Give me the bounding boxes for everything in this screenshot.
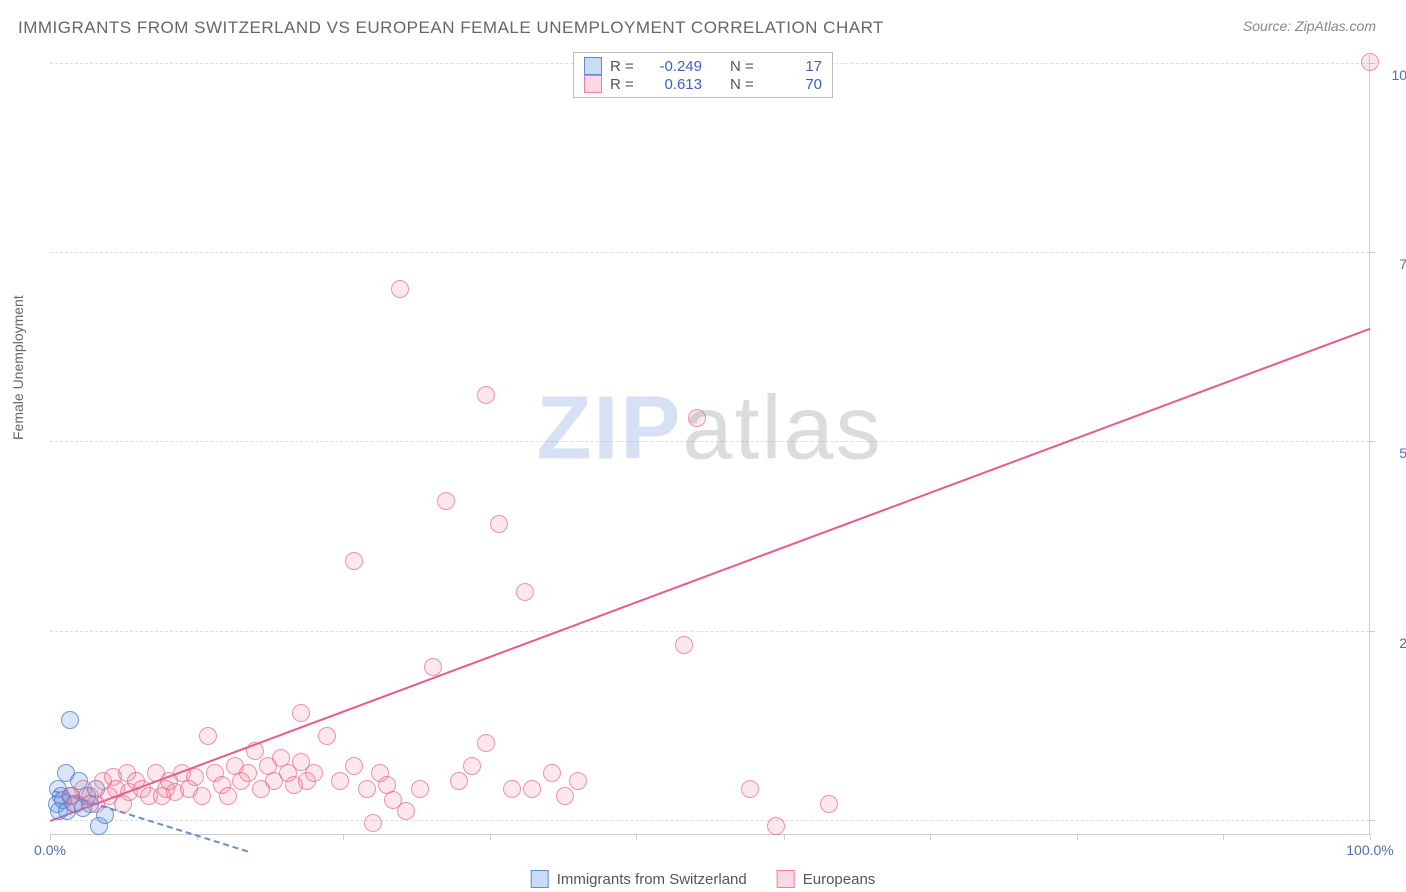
- data-point: [569, 772, 587, 790]
- watermark-logo: ZIPatlas: [536, 377, 882, 480]
- r-value-pink: 0.613: [646, 76, 702, 93]
- data-point: [556, 787, 574, 805]
- data-point: [411, 780, 429, 798]
- data-point: [688, 409, 706, 427]
- x-tick-label: 0.0%: [34, 842, 66, 858]
- data-point: [292, 704, 310, 722]
- x-tick: [1077, 834, 1078, 840]
- data-point: [523, 780, 541, 798]
- r-label: R =: [610, 58, 638, 75]
- x-tick: [784, 834, 785, 840]
- legend-swatch-blue: [584, 57, 602, 75]
- data-point: [305, 764, 323, 782]
- plot-area: ZIPatlas 25.0%50.0%75.0%100.0%0.0%100.0%: [50, 55, 1370, 835]
- data-point: [477, 386, 495, 404]
- data-point: [364, 814, 382, 832]
- x-tick: [1223, 834, 1224, 840]
- x-tick: [636, 834, 637, 840]
- data-point: [358, 780, 376, 798]
- grid-line: [50, 441, 1369, 442]
- y-tick: [1369, 631, 1375, 632]
- data-point: [490, 515, 508, 533]
- legend-item-blue: Immigrants from Switzerland: [531, 870, 747, 888]
- n-value-pink: 70: [766, 76, 822, 93]
- n-label: N =: [730, 58, 758, 75]
- data-point: [331, 772, 349, 790]
- data-point: [767, 817, 785, 835]
- x-tick: [50, 834, 51, 840]
- y-tick-label: 75.0%: [1379, 256, 1406, 272]
- x-tick-label: 100.0%: [1346, 842, 1393, 858]
- data-point: [437, 492, 455, 510]
- legend-stats-row-pink: R = 0.613 N = 70: [584, 75, 822, 93]
- legend-series-box: Immigrants from Switzerland Europeans: [531, 870, 876, 888]
- legend-label-pink: Europeans: [803, 871, 876, 888]
- data-point: [543, 764, 561, 782]
- data-point: [345, 552, 363, 570]
- legend-stats-row-blue: R = -0.249 N = 17: [584, 57, 822, 75]
- data-point: [239, 764, 257, 782]
- y-tick-label: 100.0%: [1379, 67, 1406, 83]
- y-axis-label: Female Unemployment: [10, 295, 26, 440]
- data-point: [741, 780, 759, 798]
- data-point: [193, 787, 211, 805]
- data-point: [424, 658, 442, 676]
- data-point: [345, 757, 363, 775]
- data-point: [391, 280, 409, 298]
- data-point: [675, 636, 693, 654]
- data-point: [463, 757, 481, 775]
- data-point: [61, 711, 79, 729]
- data-point: [186, 768, 204, 786]
- y-tick: [1369, 252, 1375, 253]
- x-tick: [930, 834, 931, 840]
- legend-item-pink: Europeans: [777, 870, 876, 888]
- n-value-blue: 17: [766, 58, 822, 75]
- data-point: [820, 795, 838, 813]
- source-attribution: Source: ZipAtlas.com: [1243, 18, 1376, 34]
- data-point: [516, 583, 534, 601]
- y-tick: [1369, 441, 1375, 442]
- legend-swatch-blue-icon: [531, 870, 549, 888]
- data-point: [219, 787, 237, 805]
- x-tick: [490, 834, 491, 840]
- data-point: [450, 772, 468, 790]
- data-point: [477, 734, 495, 752]
- grid-line: [50, 252, 1369, 253]
- y-tick-label: 25.0%: [1379, 635, 1406, 651]
- legend-swatch-pink: [584, 75, 602, 93]
- y-tick-label: 50.0%: [1379, 445, 1406, 461]
- data-point: [246, 742, 264, 760]
- r-value-blue: -0.249: [646, 58, 702, 75]
- y-tick: [1369, 820, 1375, 821]
- data-point: [318, 727, 336, 745]
- chart-title: IMMIGRANTS FROM SWITZERLAND VS EUROPEAN …: [18, 18, 884, 38]
- x-tick: [343, 834, 344, 840]
- data-point: [1361, 53, 1379, 71]
- r-label: R =: [610, 76, 638, 93]
- grid-line: [50, 631, 1369, 632]
- n-label: N =: [730, 76, 758, 93]
- legend-stats-box: R = -0.249 N = 17 R = 0.613 N = 70: [573, 52, 833, 98]
- data-point: [503, 780, 521, 798]
- data-point: [199, 727, 217, 745]
- grid-line: [50, 820, 1369, 821]
- x-tick: [1370, 834, 1371, 840]
- data-point: [397, 802, 415, 820]
- legend-label-blue: Immigrants from Switzerland: [557, 871, 747, 888]
- legend-swatch-pink-icon: [777, 870, 795, 888]
